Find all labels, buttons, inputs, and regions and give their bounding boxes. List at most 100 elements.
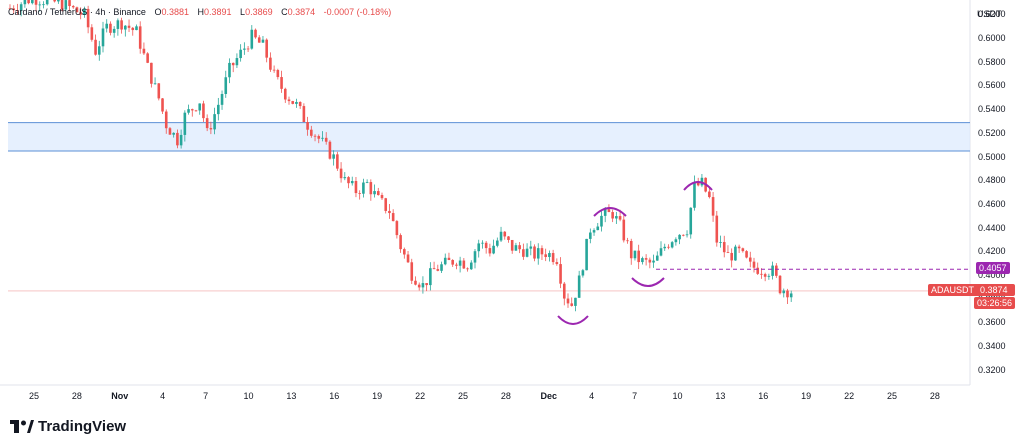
current-symbol: ADAUSDT [931, 284, 975, 295]
candle-body [659, 248, 663, 256]
candle-body [425, 283, 428, 286]
candle-body [388, 210, 391, 214]
y-tick-label: 0.4600 [978, 198, 1006, 209]
candle-body [127, 25, 131, 28]
candle-body [708, 191, 711, 198]
candle-body [198, 103, 202, 111]
candle-body [112, 28, 116, 33]
logo-text: TradingView [38, 418, 127, 435]
candle-body [711, 197, 715, 216]
x-tick-label: 10 [243, 391, 254, 401]
symbol-title: Cardano / TetherUS · 4h · Binance [8, 7, 146, 17]
candle-body [763, 274, 767, 277]
candle-body [715, 215, 719, 243]
candle-body [663, 246, 667, 249]
candle-body [492, 245, 495, 254]
y-tick-label: 0.3400 [978, 341, 1006, 352]
candle-body [79, 12, 82, 15]
candle-body [34, 0, 38, 5]
candle-body [109, 23, 112, 33]
candle-body [421, 283, 425, 288]
candle-body [302, 106, 306, 123]
candle-body [86, 8, 90, 28]
candle-body [414, 280, 417, 285]
x-tick-label: 7 [632, 391, 638, 401]
candle-body [362, 182, 365, 194]
x-tick-label: 28 [500, 391, 511, 401]
y-tick-label: 0.3200 [978, 364, 1006, 375]
candle-body [168, 128, 172, 135]
candle-body [265, 39, 268, 58]
candle-body [306, 122, 309, 130]
candle-body [566, 298, 570, 304]
candle-body [403, 249, 406, 255]
candle-body [555, 262, 559, 265]
candle-body [440, 264, 443, 271]
candle-body [455, 264, 458, 266]
close-label: C [281, 7, 288, 17]
candle-body [224, 77, 228, 94]
candle-body [451, 260, 454, 265]
low-value: 0.3869 [245, 7, 273, 17]
candle-body [778, 275, 782, 294]
candle-body [172, 132, 175, 135]
candle-body [633, 250, 637, 259]
candle-body [789, 293, 793, 298]
y-tick-label: 0.3600 [978, 317, 1006, 328]
candle-body [536, 248, 540, 259]
candle-body [213, 114, 216, 130]
candle-body [261, 39, 265, 43]
axis-unit[interactable]: USDT [977, 9, 1002, 19]
candle-body [615, 216, 618, 219]
x-tick-label: 25 [457, 391, 469, 401]
candle-body [217, 104, 220, 115]
candle-body [161, 98, 164, 112]
candle-body [678, 234, 681, 240]
candle-body [358, 193, 361, 194]
x-tick-label: 13 [286, 391, 297, 401]
candle-body [741, 248, 745, 252]
candle-body [324, 137, 328, 142]
candle-body [153, 83, 157, 85]
candle-body [607, 209, 611, 213]
candle-body [183, 112, 187, 135]
y-tick-label: 0.6200 [978, 9, 1006, 20]
y-tick-label: 0.4000 [978, 270, 1006, 280]
high-value: 0.3891 [204, 7, 232, 17]
candle-body [622, 219, 626, 241]
candle-body [42, 4, 45, 6]
candle-body [391, 213, 395, 222]
candle-body [722, 242, 726, 253]
tradingview-logo[interactable]: TradingView [10, 418, 126, 435]
candle-body [447, 257, 451, 261]
candle-body [481, 242, 484, 244]
candle-body [496, 240, 499, 246]
y-tick-label: 0.5400 [978, 104, 1006, 115]
candle-body [730, 252, 733, 261]
candle-body [745, 251, 748, 258]
candle-body [347, 177, 350, 184]
candle-body [283, 88, 287, 100]
candle-body [220, 93, 224, 105]
y-tick-label: 0.6000 [978, 33, 1006, 44]
candle-body [27, 0, 30, 4]
x-tick-label: 16 [329, 391, 340, 401]
candle-body [648, 259, 652, 263]
candle-body [384, 198, 388, 211]
candle-body [682, 234, 685, 236]
countdown: 03:26:56 [974, 296, 1016, 309]
candle-body [246, 48, 250, 50]
y-tick-label: 0.4800 [978, 175, 1006, 186]
candle-body [641, 258, 644, 263]
candle-body [399, 235, 402, 250]
y-tick-label: 0.4400 [978, 222, 1006, 233]
candle-body [179, 134, 183, 146]
candle-body [231, 62, 235, 66]
candle-body [64, 0, 68, 10]
candle-body [585, 238, 588, 271]
x-tick-label: 19 [801, 391, 812, 401]
y-tick-label: 0.5200 [978, 127, 1006, 138]
candle-body [443, 257, 447, 265]
candle-body [339, 168, 343, 179]
